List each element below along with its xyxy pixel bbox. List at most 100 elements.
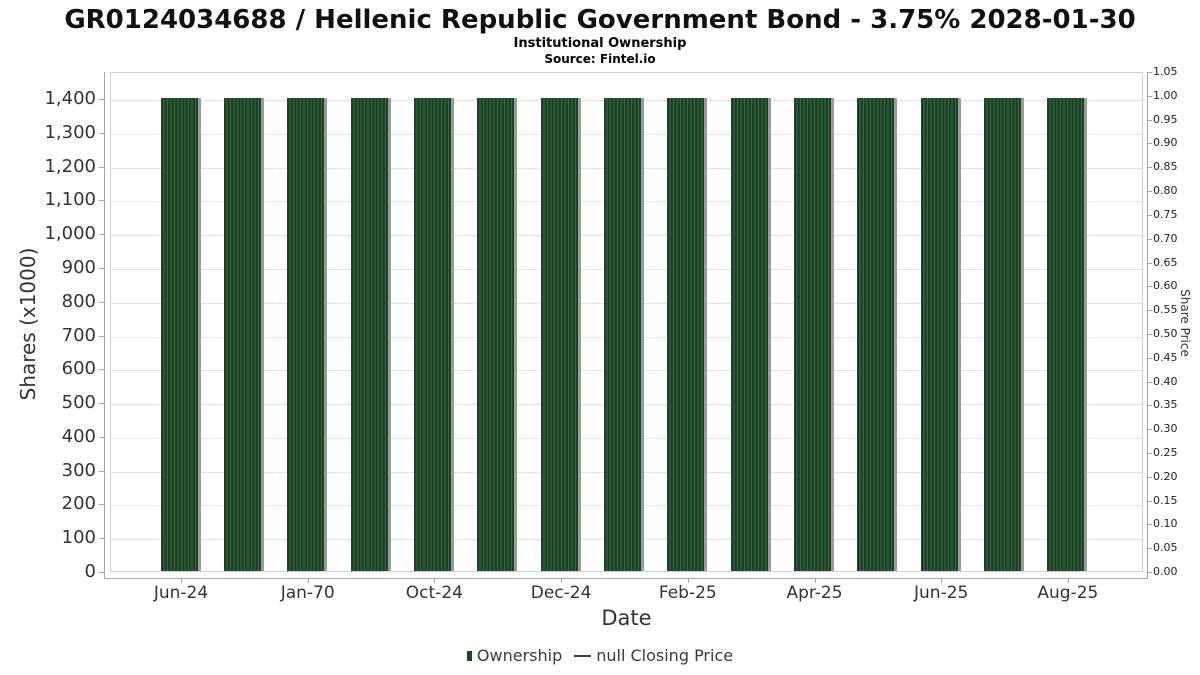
y-axis-right-tick [1147,95,1152,97]
x-axis-tick-label: Oct-24 [405,583,463,603]
x-axis-tick [1067,578,1069,583]
y-axis-right-tick-label: 0.85 [1153,160,1178,174]
y-axis-right-tick-label: 0.25 [1153,446,1178,459]
y-axis-right-tick [1147,357,1152,359]
y-axis-left-tick-label: 600 [61,358,96,380]
closing-price-line-icon [574,654,592,657]
y-axis-left-tick-label: 1,300 [44,121,96,143]
x-axis-tick [434,578,436,583]
y-axis-left-tick-label: 900 [61,256,96,278]
ownership-bar[interactable] [920,98,961,571]
y-axis-left-tick [99,369,104,371]
y-axis-left-tick-label: 800 [61,290,96,312]
legend-item-closing-price[interactable]: null Closing Price [574,646,733,665]
x-axis-tick [561,578,563,583]
ownership-bar[interactable] [984,98,1025,571]
y-axis-left-tick [99,504,104,506]
y-axis-right-tick [1147,500,1152,502]
x-axis-line [104,578,1148,579]
y-axis-right-tick-label: 0.30 [1153,422,1178,436]
ownership-bar[interactable] [350,98,391,571]
x-axis-tick [941,578,943,583]
y-axis-left-tick [99,403,104,405]
x-axis-tick-label: Apr-25 [786,583,843,603]
ownership-bar[interactable] [603,98,644,571]
y-axis-right-tick [1147,262,1152,264]
y-axis-left-tick-label: 0 [84,561,96,582]
y-axis-left-tick-label: 200 [61,493,96,515]
y-axis-right-tick [1147,238,1152,240]
x-axis-title: Date [601,606,652,630]
y-axis-left-tick [99,200,104,202]
ownership-bar[interactable] [1047,98,1088,571]
y-axis-left-tick [99,470,104,472]
y-axis-right-tick [1147,72,1152,73]
y-axis-right-tick [1147,119,1152,121]
legend-item-ownership[interactable]: Ownership [466,646,563,665]
y-axis-right-tick [1147,191,1152,192]
chart-subtitle: Institutional Ownership [513,36,687,51]
x-axis-tick [687,578,689,583]
chart-title: GR0124034688 / Hellenic Republic Governm… [64,5,1136,35]
y-axis-right-tick-label: 0.15 [1153,493,1178,507]
y-axis-left-tick-label: 400 [61,425,96,447]
y-axis-left-tick-label: 1,000 [44,223,96,245]
y-axis-right-tick-label: 1.05 [1153,65,1178,78]
x-axis-tick-label: Jun-24 [153,583,209,603]
ownership-bar[interactable] [857,98,898,571]
ownership-swatch-icon [466,650,472,661]
y-axis-right-tick [1147,405,1152,407]
y-axis-right-tick-label: 0.35 [1153,398,1178,412]
y-axis-right-tick-label: 0.00 [1153,565,1178,578]
legend: Ownership null Closing Price [0,646,1200,665]
y-axis-right-tick-label: 0.60 [1153,279,1178,293]
ownership-bar[interactable] [413,98,454,571]
y-axis-right-tick-label: 0.65 [1153,255,1178,269]
legend-label-closing-price: null Closing Price [596,646,734,665]
y-axis-right-tick-label: 0.50 [1153,326,1178,340]
x-axis-tick-label: Feb-25 [658,583,717,603]
x-axis-tick-label: Dec-24 [530,583,592,603]
y-axis-left-tick [99,166,104,168]
y-axis-right-tick [1147,548,1152,550]
y-axis-right-line [1147,72,1148,578]
legend-label-ownership: Ownership [476,646,563,665]
y-axis-left-tick [99,267,104,269]
y-axis-left-tick-label: 700 [61,324,96,346]
y-axis-right-tick-label: 0.90 [1153,136,1178,150]
ownership-bar[interactable] [287,98,328,571]
chart-source: Source: Fintel.io [544,52,656,66]
ownership-bar[interactable] [667,98,708,571]
y-axis-right-tick [1147,572,1152,573]
x-axis-tick [181,578,182,583]
ownership-bar[interactable] [540,98,581,571]
y-axis-left-tick [99,99,104,100]
y-axis-right-tick [1147,143,1152,145]
y-axis-left-tick [99,436,104,438]
y-axis-left-tick [99,538,104,540]
y-axis-right-tick-label: 0.20 [1153,469,1178,483]
y-axis-left-tick [99,335,104,337]
plot-area [110,72,1143,572]
y-axis-right-tick-label: 0.10 [1153,517,1178,531]
y-axis-right-tick-label: 0.05 [1153,541,1178,555]
y-axis-left-tick [99,301,104,303]
y-axis-right-tick-label: 0.70 [1153,231,1178,245]
y-axis-left-tick-label: 500 [61,392,96,414]
ownership-bar[interactable] [160,98,201,571]
ownership-bar[interactable] [794,98,834,571]
ownership-bar[interactable] [730,98,771,571]
ownership-bar[interactable] [477,98,518,571]
y-axis-right-tick-label: 0.45 [1153,350,1178,364]
y-axis-right-tick-label: 0.95 [1153,112,1178,126]
x-axis-tick [814,578,816,583]
y-axis-left-tick-label: 100 [61,527,96,549]
y-axis-right-tick [1147,286,1152,288]
x-axis-tick-label: Jan-70 [280,583,335,603]
y-axis-right-tick-label: 0.55 [1153,303,1178,317]
y-axis-left-tick [99,132,104,134]
y-axis-left-tick-label: 1,200 [44,155,96,177]
y-axis-right-tick [1147,310,1152,312]
ownership-bar[interactable] [223,98,264,571]
